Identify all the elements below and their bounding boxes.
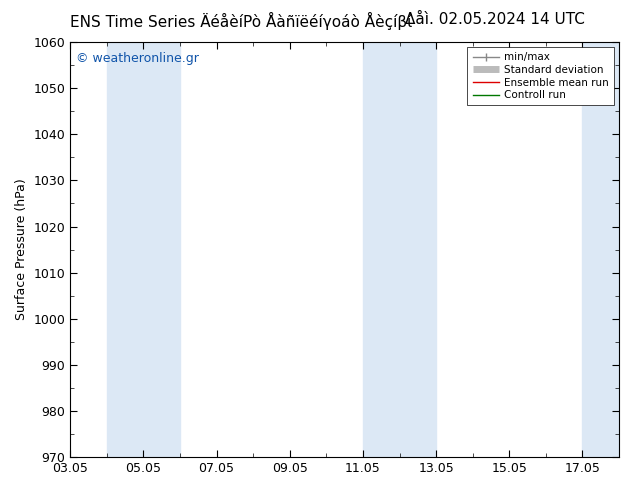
Legend: min/max, Standard deviation, Ensemble mean run, Controll run: min/max, Standard deviation, Ensemble me… (467, 47, 614, 105)
Bar (399, 42, 436, 457)
Bar (583, 42, 619, 457)
Text: Δåì. 02.05.2024 14 UTC: Δåì. 02.05.2024 14 UTC (404, 12, 585, 27)
Text: © weatheronline.gr: © weatheronline.gr (76, 52, 198, 66)
Bar (143, 42, 180, 457)
Bar (363, 42, 399, 457)
Y-axis label: Surface Pressure (hPa): Surface Pressure (hPa) (15, 179, 28, 320)
Text: ENS Time Series ÄéåèíPò Åàñïëéíγοáò Åèçíβί: ENS Time Series ÄéåèíPò Åàñïëéíγοáò Åèçí… (70, 12, 412, 30)
Bar (107, 42, 143, 457)
